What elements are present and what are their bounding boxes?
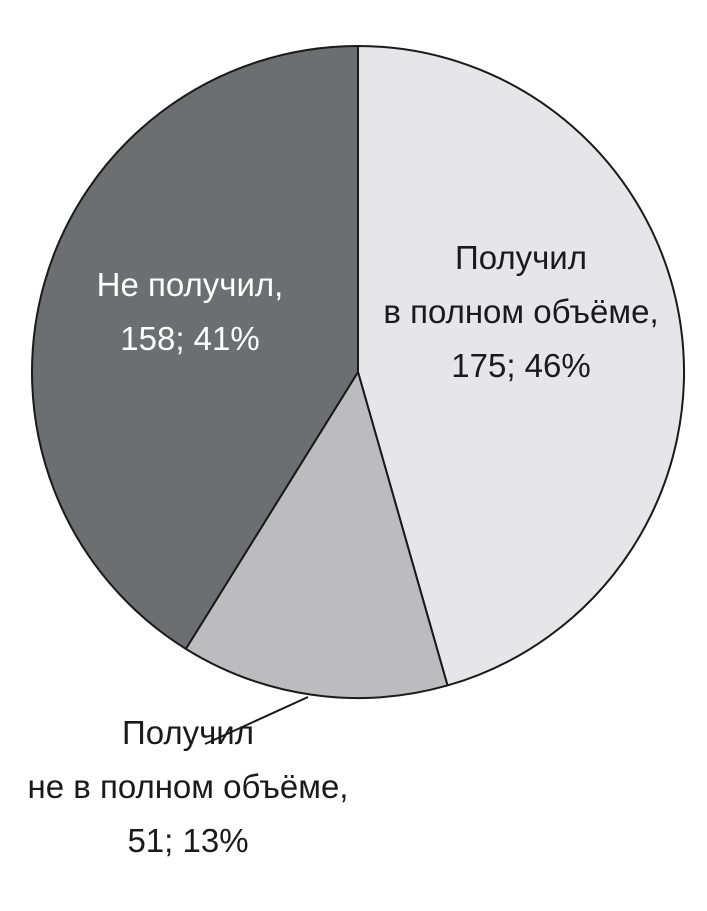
slice-label-0-line-2: 175; 46% <box>451 347 590 384</box>
leader-line-1 <box>204 696 309 745</box>
slice-label-0-line-1: в полном объёме, <box>383 293 658 330</box>
slice-label-1-line-2: 51; 13% <box>127 822 248 859</box>
pie-slices <box>31 45 685 699</box>
leader-lines <box>204 696 309 745</box>
pie-slice-1 <box>184 371 449 699</box>
pie-slice-2 <box>31 45 359 650</box>
slice-label-2-line-0: Не получил, <box>97 266 284 303</box>
slice-label-0: Получил в полном объёме, 175; 46% <box>383 239 658 384</box>
slice-label-1-line-1: не в полном объёме, <box>28 768 349 805</box>
slice-label-2-line-1: 158; 41% <box>120 320 259 357</box>
slice-label-1-line-0: Получил <box>122 714 254 751</box>
pie-slice-0 <box>357 45 685 687</box>
slice-label-0-line-0: Получил <box>455 239 587 276</box>
slice-label-1: Получил не в полном объёме, 51; 13% <box>28 714 349 859</box>
slice-labels: Получил в полном объёме, 175; 46% Получил не… <box>28 239 659 859</box>
slice-label-2: Не получил, 158; 41% <box>97 266 284 357</box>
